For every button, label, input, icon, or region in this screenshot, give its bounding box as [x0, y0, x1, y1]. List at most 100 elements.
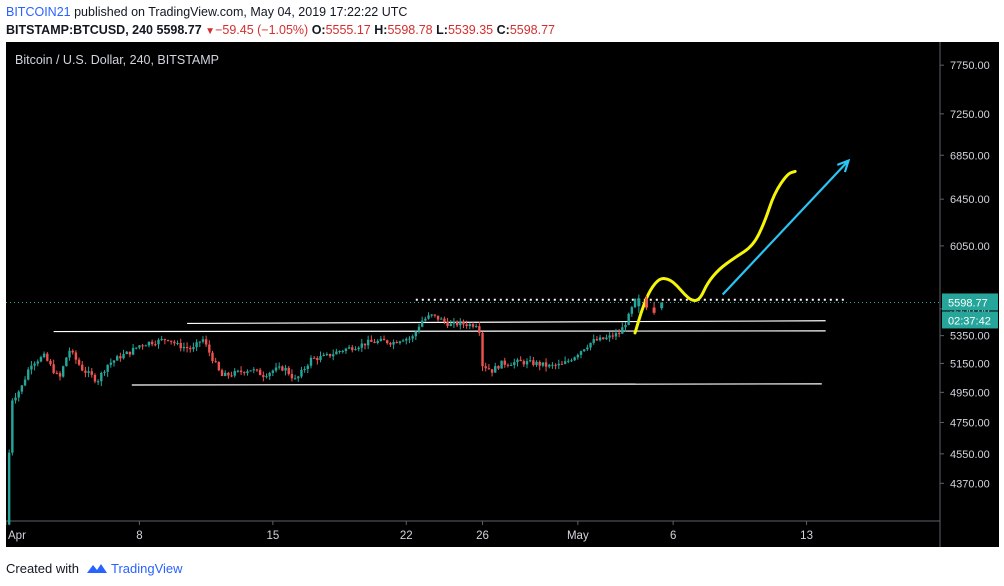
candle-body — [478, 326, 481, 333]
candle-body — [644, 298, 648, 308]
candle-body — [93, 374, 97, 382]
candle-body — [567, 360, 570, 362]
price-tick-label: 5150.00 — [950, 358, 990, 370]
candle-body — [341, 350, 344, 352]
candle-body — [468, 324, 472, 327]
candle-body — [138, 345, 141, 348]
low-value: 5539.35 — [447, 23, 494, 37]
candle-body — [278, 366, 281, 368]
candle-body — [595, 339, 599, 341]
time-tick-label: 22 — [400, 530, 413, 542]
candle-body — [214, 361, 217, 363]
tradingview-brand-link[interactable]: TradingView — [111, 561, 183, 576]
candle-body — [544, 362, 548, 367]
price-layer — [6, 294, 940, 526]
time-tick-label: 6 — [670, 530, 676, 542]
candle-body — [49, 360, 52, 365]
candle-body — [325, 353, 329, 355]
candle-body — [373, 341, 376, 343]
time-tick-label: 13 — [800, 530, 813, 542]
candle-body — [621, 327, 624, 334]
candle-body — [614, 333, 618, 337]
candle-body — [497, 366, 500, 369]
candle-body — [243, 372, 246, 374]
time-tick-label: May — [567, 530, 589, 542]
time-axis: Apr 8 15 22 26 May 6 13 — [5, 521, 813, 542]
candle-body — [357, 347, 360, 350]
candle-body — [360, 343, 364, 348]
candle-body — [582, 349, 586, 352]
down-triangle-icon: ▼ — [205, 26, 216, 37]
candle-body — [144, 345, 147, 347]
candle-body — [351, 347, 354, 351]
countdown-label: 02:37:42 — [948, 315, 991, 327]
price-chart[interactable]: Bitcoin / U.S. Dollar, 240, BITSTAMP 437… — [5, 42, 999, 547]
candle-body — [500, 360, 503, 369]
candle-body — [271, 370, 275, 373]
candle-body — [141, 345, 144, 347]
candle-body — [420, 320, 424, 327]
candle-body — [166, 340, 170, 342]
open-label: O: — [311, 23, 326, 37]
trend-line — [187, 320, 826, 325]
footer: Created with TradingView — [6, 561, 183, 576]
candle-body — [332, 354, 335, 357]
publisher-link[interactable]: BITCOIN21 — [6, 5, 71, 19]
candle-body — [71, 350, 74, 353]
candle-body — [201, 339, 205, 342]
candle-body — [452, 321, 456, 324]
candle-body — [449, 323, 452, 326]
candle-body — [217, 362, 221, 371]
candle-body — [125, 351, 128, 355]
candle-body — [61, 366, 65, 377]
candle-body — [554, 364, 557, 366]
candle-body — [576, 354, 580, 358]
candle-body — [30, 365, 33, 370]
candle-body — [557, 363, 560, 366]
countdown-badge — [942, 311, 998, 329]
publish-line: BITCOIN21 published on TradingView.com, … — [6, 5, 407, 19]
price-tick-label: 4370.00 — [950, 478, 990, 490]
chart-background — [6, 42, 999, 547]
candle-body — [560, 363, 564, 365]
candle-body — [312, 357, 316, 359]
candle-body — [408, 338, 411, 340]
candle-body — [535, 361, 538, 366]
candle-body — [179, 343, 182, 349]
candle-body — [465, 324, 468, 327]
time-tick-label: 8 — [136, 530, 142, 542]
candle-body — [252, 369, 255, 371]
candle-body — [633, 298, 637, 308]
candle-body — [433, 314, 437, 316]
candle-body — [185, 346, 189, 349]
candle-body — [293, 378, 297, 380]
candle-body — [119, 356, 122, 359]
candle-body — [548, 364, 551, 367]
candle-body — [306, 365, 310, 370]
candle-body — [103, 371, 106, 373]
candle-body — [363, 343, 367, 346]
candle-body — [503, 360, 506, 365]
candle-body — [109, 362, 113, 365]
candle-body — [274, 367, 278, 371]
candle-body — [211, 352, 214, 362]
high-label: H: — [374, 23, 388, 37]
trend-line — [53, 330, 826, 333]
candle-body — [379, 338, 383, 341]
candle-body — [319, 356, 322, 361]
candle-body — [541, 362, 545, 366]
chart-area[interactable]: Bitcoin / U.S. Dollar, 240, BITSTAMP 437… — [5, 42, 999, 547]
candle-body — [624, 324, 627, 328]
candle-body — [617, 333, 621, 335]
candle-body — [23, 379, 27, 386]
price-tick-label: 7250.00 — [950, 109, 990, 121]
candle-body — [538, 361, 541, 366]
chart-title: Bitcoin / U.S. Dollar, 240, BITSTAMP — [15, 53, 219, 67]
published-text: published on TradingView.com, May 04, 20… — [74, 5, 408, 19]
candle-body — [182, 346, 186, 349]
candle-body — [459, 321, 462, 326]
candle-body — [462, 321, 465, 325]
candle-body — [487, 368, 491, 370]
symbol-line: BITSTAMP:BTCUSD, 240 5598.77 ▼−59.45 (−1… — [6, 23, 555, 37]
candle-body — [230, 375, 233, 377]
